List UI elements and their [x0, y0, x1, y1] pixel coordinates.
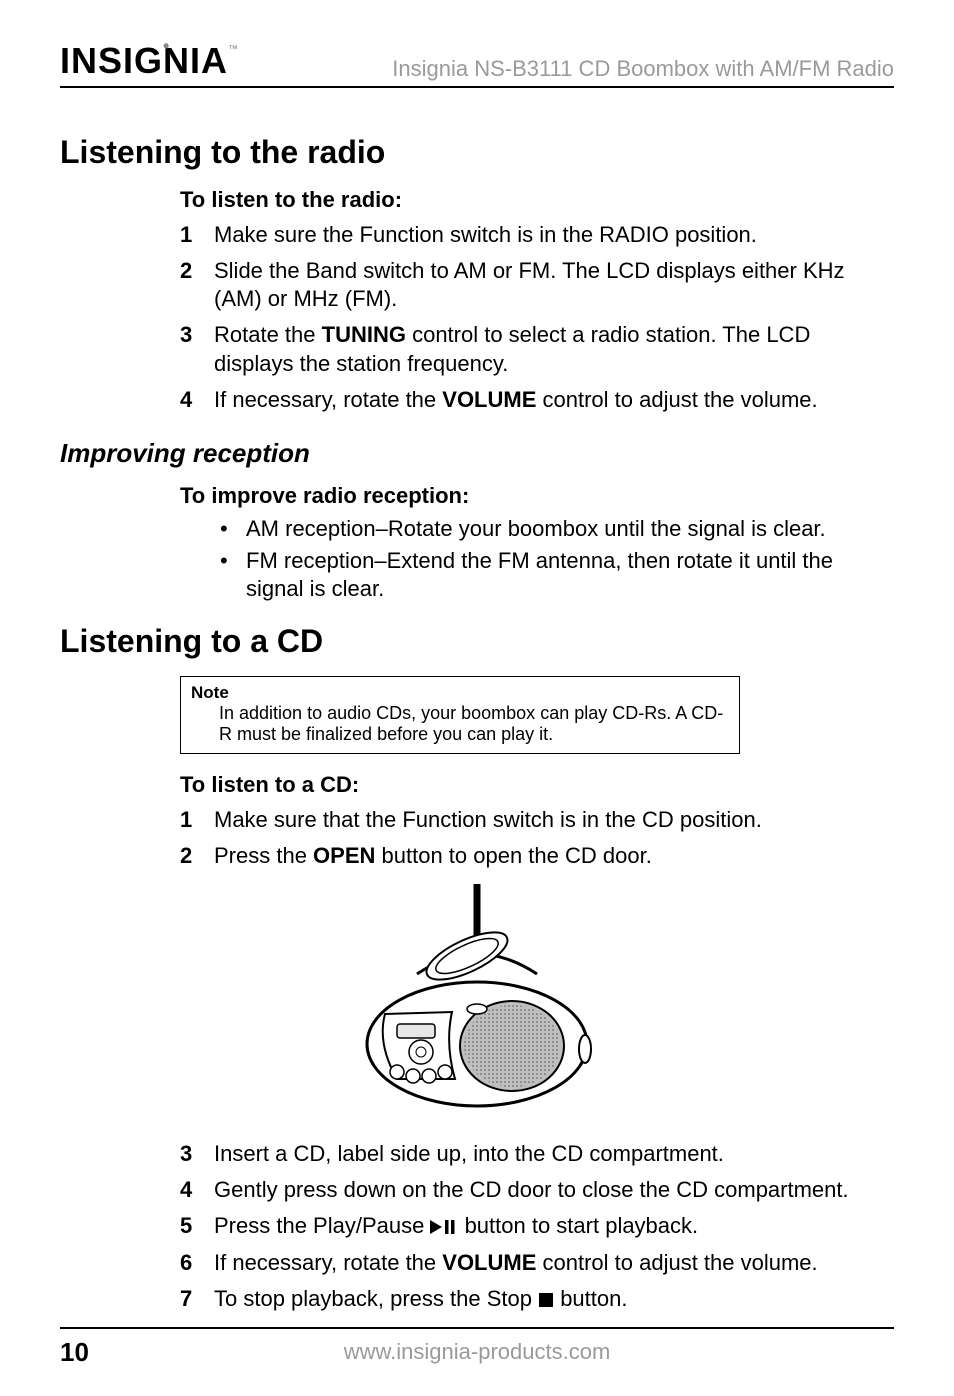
page-content: Listening to the radio To listen to the … [60, 116, 894, 1327]
step-text: Make sure that the Function switch is in… [214, 806, 894, 834]
brand-dot-icon: • [163, 36, 170, 57]
step-item: 3Insert a CD, label side up, into the CD… [180, 1136, 894, 1172]
bullet-text: FM reception–Extend the FM antenna, then… [246, 547, 894, 603]
step-text: Press the Play/Pause button to start pla… [214, 1212, 894, 1240]
bullets-reception: AM reception–Rotate your boombox until t… [220, 513, 894, 605]
step-item: 6If necessary, rotate the VOLUME control… [180, 1245, 894, 1281]
step-item: 2Press the OPEN button to open the CD do… [180, 838, 894, 874]
play-pause-icon [430, 1219, 458, 1235]
lead-radio: To listen to the radio: [180, 187, 894, 213]
step-number: 3 [180, 1140, 214, 1168]
step-number: 1 [180, 221, 214, 249]
step-item: 3Rotate the TUNING control to select a r… [180, 317, 894, 381]
step-text: Make sure the Function switch is in the … [214, 221, 894, 249]
note-body: In addition to audio CDs, your boombox c… [219, 703, 729, 744]
step-text: If necessary, rotate the VOLUME control … [214, 1249, 894, 1277]
step-number: 6 [180, 1249, 214, 1277]
subsection-title-reception: Improving reception [60, 438, 894, 469]
step-text: If necessary, rotate the VOLUME control … [214, 386, 894, 414]
step-item: 2Slide the Band switch to AM or FM. The … [180, 253, 894, 317]
step-text: Insert a CD, label side up, into the CD … [214, 1140, 894, 1168]
lead-cd: To listen to a CD: [180, 772, 894, 798]
step-text: Gently press down on the CD door to clos… [214, 1176, 894, 1204]
lead-reception: To improve radio reception: [180, 483, 894, 509]
step-number: 2 [180, 842, 214, 870]
step-number: 5 [180, 1212, 214, 1240]
footer-url: www.insignia-products.com [60, 1339, 894, 1365]
bold-term: VOLUME [442, 387, 536, 412]
bold-term: OPEN [313, 843, 375, 868]
step-number: 1 [180, 806, 214, 834]
step-item: 4If necessary, rotate the VOLUME control… [180, 382, 894, 418]
step-text: To stop playback, press the Stop button. [214, 1285, 894, 1313]
steps-radio: 1Make sure the Function switch is in the… [180, 217, 894, 418]
boombox-illustration [347, 884, 607, 1124]
steps-cd-part1: 1Make sure that the Function switch is i… [180, 802, 894, 874]
step-text: Slide the Band switch to AM or FM. The L… [214, 257, 894, 313]
bold-term: TUNING [322, 322, 406, 347]
step-number: 7 [180, 1285, 214, 1313]
page-footer: 10 www.insignia-products.com [60, 1327, 894, 1396]
illustration-wrap [60, 884, 894, 1124]
step-number: 4 [180, 386, 214, 414]
step-number: 3 [180, 321, 214, 377]
steps-cd-part2: 3Insert a CD, label side up, into the CD… [180, 1136, 894, 1317]
step-number: 4 [180, 1176, 214, 1204]
note-title: Note [191, 683, 729, 703]
section-title-radio: Listening to the radio [60, 134, 894, 171]
step-text: Press the OPEN button to open the CD doo… [214, 842, 894, 870]
step-item: 5Press the Play/Pause button to start pl… [180, 1208, 894, 1244]
document-title: Insignia NS-B3111 CD Boombox with AM/FM … [392, 56, 894, 82]
bullet-item: AM reception–Rotate your boombox until t… [220, 513, 894, 545]
step-text: Rotate the TUNING control to select a ra… [214, 321, 894, 377]
bullet-item: FM reception–Extend the FM antenna, then… [220, 545, 894, 605]
trademark-icon: ™ [228, 44, 239, 55]
bullet-text: AM reception–Rotate your boombox until t… [246, 515, 826, 543]
stop-icon [538, 1292, 554, 1308]
step-item: 1Make sure that the Function switch is i… [180, 802, 894, 838]
bold-term: VOLUME [442, 1250, 536, 1275]
step-item: 4Gently press down on the CD door to clo… [180, 1172, 894, 1208]
brand-text: INSIGNIA [60, 40, 228, 81]
brand-logo: INSIGNIA•™ [60, 40, 239, 82]
section-title-cd: Listening to a CD [60, 623, 894, 660]
step-number: 2 [180, 257, 214, 313]
step-item: 1Make sure the Function switch is in the… [180, 217, 894, 253]
page-header: INSIGNIA•™ Insignia NS-B3111 CD Boombox … [60, 40, 894, 88]
step-item: 7To stop playback, press the Stop button… [180, 1281, 894, 1317]
note-box: Note In addition to audio CDs, your boom… [180, 676, 740, 753]
